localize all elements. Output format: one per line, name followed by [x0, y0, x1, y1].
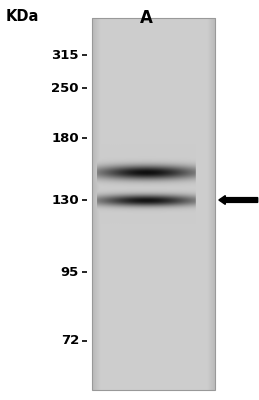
Text: 95: 95 — [61, 266, 79, 278]
Text: KDa: KDa — [5, 9, 39, 24]
Bar — [92, 18, 215, 390]
FancyArrow shape — [219, 196, 258, 204]
Text: 180: 180 — [51, 132, 79, 144]
Text: 250: 250 — [52, 82, 79, 94]
Text: 315: 315 — [52, 49, 79, 62]
Text: 130: 130 — [51, 194, 79, 206]
Text: 72: 72 — [61, 334, 79, 347]
Text: A: A — [140, 9, 153, 27]
